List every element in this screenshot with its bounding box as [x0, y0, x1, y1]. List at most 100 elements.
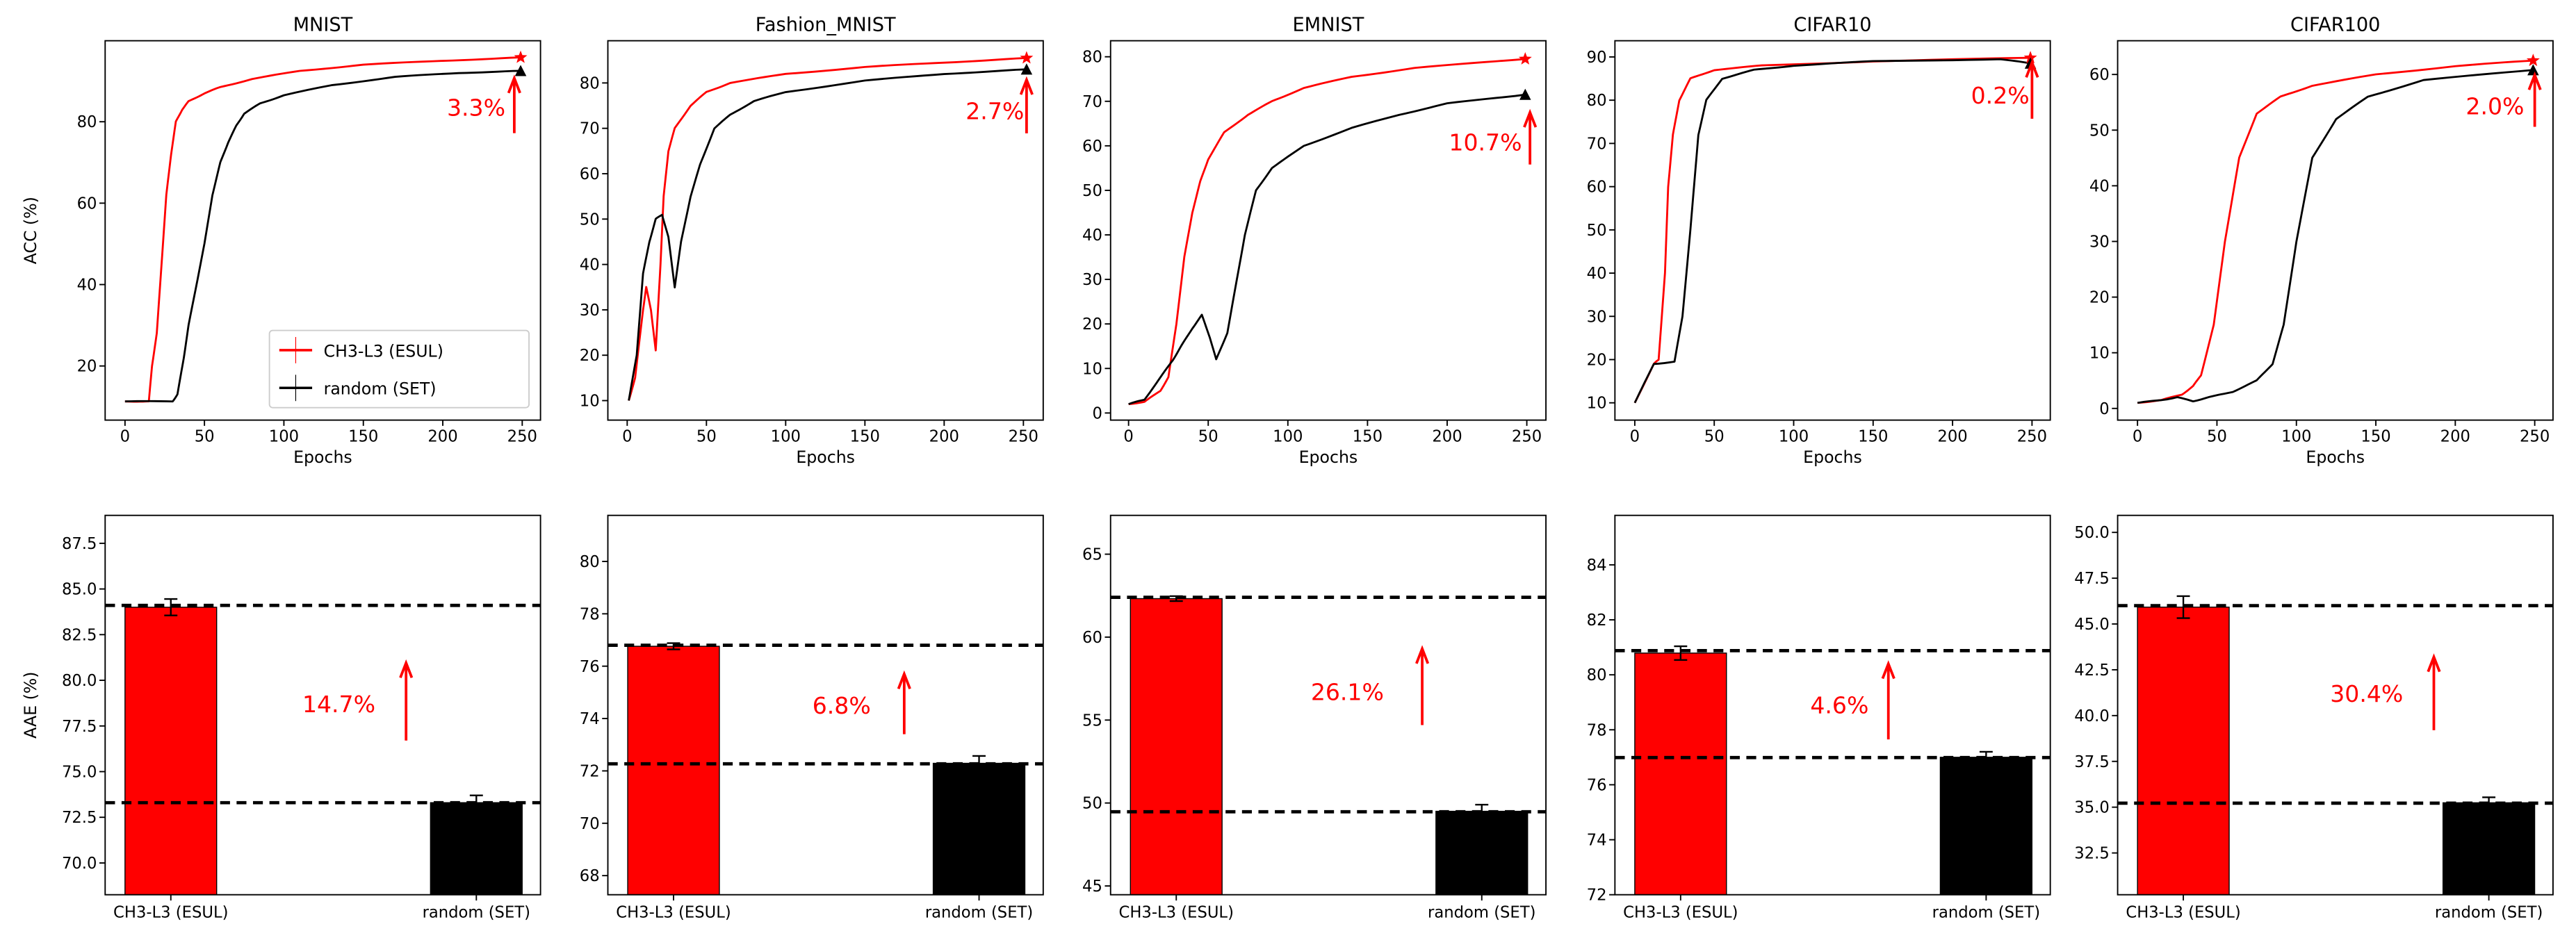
- y-tick-label: 70: [580, 815, 600, 833]
- y-tick-label: 40: [1587, 265, 1607, 283]
- final-star-marker: [2023, 51, 2037, 64]
- y-tick-label: 78: [580, 605, 600, 623]
- y-axis-label: AAE (%): [21, 672, 40, 739]
- y-tick-label: 40: [1082, 227, 1102, 245]
- y-tick-label: 85.0: [62, 581, 97, 599]
- improvement-label: 30.4%: [2330, 680, 2403, 707]
- x-tick-label: 150: [1858, 427, 1888, 445]
- y-tick-label: 30: [2089, 233, 2110, 252]
- x-tick-label: 250: [1512, 427, 1542, 445]
- panel-aae-mnist: 70.0 72.5 75.0 77.5 80.0 82.5 85.0 87.5 AAE (%) C…: [21, 514, 541, 922]
- y-tick-label: 50: [580, 211, 600, 229]
- y-tick-label: 50: [1587, 222, 1607, 240]
- bar-esul: [1634, 652, 1727, 895]
- bar-set: [1435, 810, 1529, 895]
- improvement-label: 2.7%: [965, 98, 1024, 125]
- final-triangle-marker: [514, 65, 527, 76]
- y-tick-label: 74: [580, 710, 600, 728]
- y-tick-label: 90: [1587, 49, 1607, 67]
- y-tick-label: 30: [1587, 308, 1607, 326]
- final-star-marker: [1020, 51, 1034, 64]
- x-tick-label: random (SET): [925, 904, 1033, 922]
- y-tick-label: 10: [580, 393, 600, 411]
- axes-frame: [607, 514, 1044, 896]
- plot-area: [2117, 604, 2553, 895]
- improvement-label: 26.1%: [1311, 679, 1384, 706]
- y-tick-label: 65: [1082, 546, 1102, 564]
- series-line-set: [1633, 58, 2031, 404]
- x-tick-label: 200: [1432, 427, 1462, 445]
- x-axis-label: Epochs: [1299, 447, 1358, 467]
- x-tick-label: CH3-L3 (ESUL): [2126, 904, 2240, 922]
- panel-acc-cifar100: CIFAR100 0 10 20 30 40 50 60 0 50 100 150 200 250 Epoc…: [2089, 14, 2554, 467]
- bar-set: [430, 802, 523, 895]
- improvement-arrow-head: [1415, 645, 1430, 664]
- y-tick-label: 82: [1587, 611, 1607, 630]
- panel-aae-cifar10: 72 74 76 78 80 82 84 CH3-L3 (ESUL) random (SET) 4…: [1587, 514, 2051, 922]
- y-tick-label: 70: [580, 120, 600, 138]
- y-tick-label: 35.0: [2074, 799, 2109, 817]
- y-tick-label: 72.5: [62, 809, 97, 827]
- plot-area: [124, 56, 521, 403]
- bar-set: [1939, 757, 2033, 895]
- y-tick-label: 80: [580, 74, 600, 92]
- axes-frame: [2117, 514, 2554, 896]
- y-tick-label: 40: [580, 256, 600, 274]
- y-tick-label: 42.5: [2074, 662, 2109, 680]
- y-tick-label: 77.5: [62, 718, 97, 736]
- series-line-set: [1128, 93, 1526, 405]
- y-tick-label: 60: [1082, 138, 1102, 156]
- bar-esul: [124, 607, 218, 895]
- final-star-marker: [2526, 54, 2540, 67]
- y-tick-label: 72: [580, 762, 600, 780]
- x-axis-label: Epochs: [2306, 447, 2365, 467]
- y-tick-label: 50: [1082, 182, 1102, 200]
- y-tick-label: 50: [1082, 795, 1102, 813]
- x-tick-label: 150: [348, 427, 378, 445]
- improvement-label: 6.8%: [813, 692, 871, 719]
- y-tick-label: 20: [2089, 289, 2110, 307]
- y-tick-label: 76: [1587, 776, 1607, 794]
- x-tick-label: 200: [2440, 427, 2470, 445]
- axes-frame: [1614, 40, 2051, 421]
- axes-frame: [1109, 40, 1547, 421]
- bar-set: [2442, 802, 2536, 895]
- x-tick-label: 250: [2520, 427, 2550, 445]
- x-tick-label: 0: [2133, 427, 2142, 445]
- chart-title: CIFAR100: [2290, 14, 2380, 35]
- x-tick-label: 0: [120, 427, 130, 445]
- final-triangle-marker: [1519, 88, 1531, 100]
- y-tick-label: 20: [1082, 315, 1102, 334]
- x-tick-label: 50: [1198, 427, 1218, 445]
- y-tick-label: 60: [580, 165, 600, 183]
- plot-area: [628, 57, 1027, 401]
- y-tick-label: 70: [1587, 135, 1607, 153]
- y-tick-label: 50: [2089, 122, 2110, 140]
- bar-set: [932, 762, 1026, 895]
- improvement-arrow-head: [507, 74, 521, 94]
- panel-aae-cifar100: 32.5 35.0 37.5 40.0 42.5 45.0 47.5 50.0 CH3-L3 (…: [2074, 514, 2554, 922]
- y-tick-label: 37.5: [2074, 753, 2109, 771]
- improvement-label: 4.6%: [1810, 691, 1868, 718]
- y-tick-label: 30: [1082, 271, 1102, 289]
- y-tick-label: 0: [1092, 404, 1102, 422]
- y-tick-label: 10: [1587, 395, 1607, 413]
- final-star-marker: [514, 50, 528, 63]
- y-tick-label: 20: [77, 358, 97, 376]
- x-tick-label: random (SET): [2435, 904, 2543, 922]
- final-star-marker: [1518, 51, 1532, 65]
- x-tick-label: 200: [1937, 427, 1967, 445]
- plot-area: [1615, 648, 2051, 895]
- x-axis-label: Epochs: [293, 447, 352, 467]
- plot-area: [608, 643, 1043, 895]
- series-line-esul: [628, 57, 1027, 401]
- improvement-arrow-head: [399, 659, 414, 679]
- x-tick-label: 100: [1779, 427, 1809, 445]
- chart-title: MNIST: [293, 14, 353, 35]
- panel-acc-fashion: Fashion_MNIST 10 20 30 40 50 60 70 80 0 50 100 150 20…: [580, 14, 1044, 467]
- y-tick-label: 70.0: [62, 855, 97, 873]
- plot-area: [2137, 59, 2534, 404]
- y-tick-label: 75.0: [62, 764, 97, 782]
- series-line-set: [124, 69, 521, 403]
